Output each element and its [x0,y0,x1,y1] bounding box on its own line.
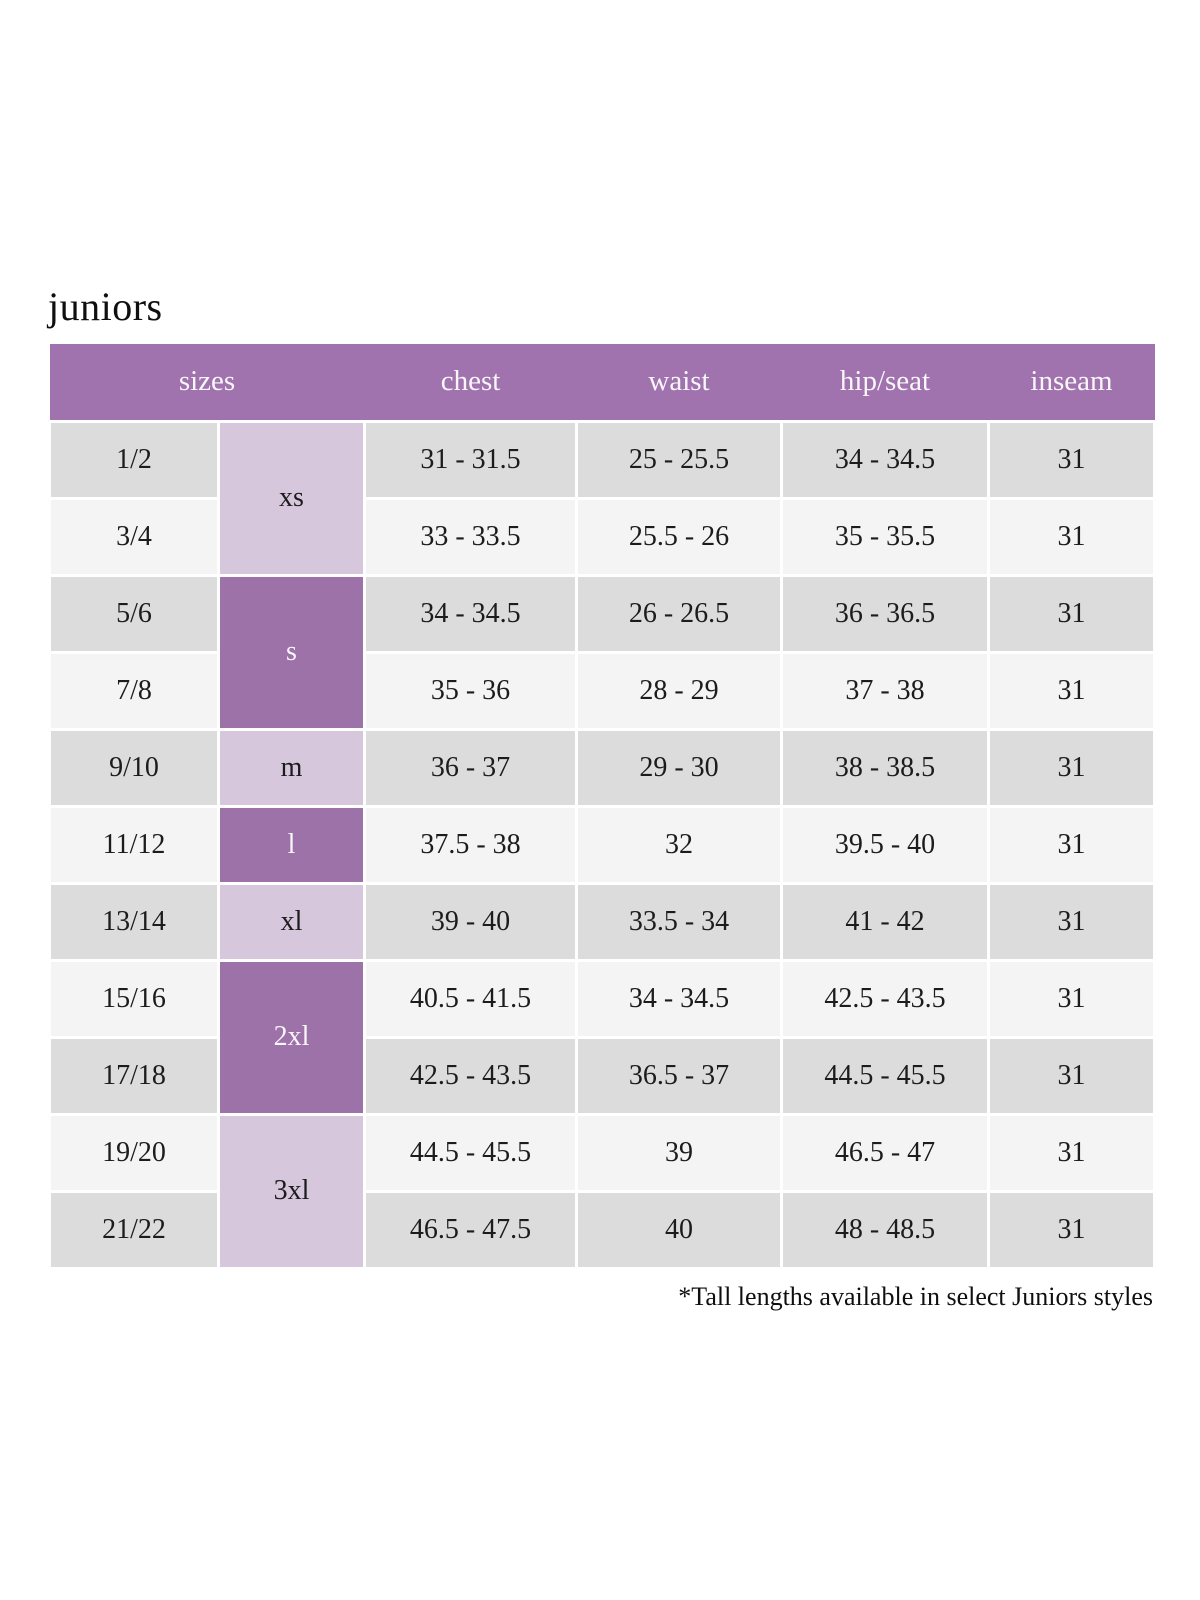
hip-seat-cell: 42.5 - 43.5 [780,958,990,1039]
inseam-cell: 31 [987,1189,1156,1270]
chest-cell: 46.5 - 47.5 [363,1189,578,1270]
table-row: 21/22 46.5 - 47.5 40 48 - 48.5 31 [48,1189,1156,1270]
hip-seat-cell: 44.5 - 45.5 [780,1035,990,1116]
juniors-size-table: sizes chest waist hip/seat inseam 1/2 xs… [48,344,1156,1270]
table-body: 1/2 xs 31 - 31.5 25 - 25.5 34 - 34.5 31 … [48,419,1156,1270]
col-header-hip-seat: hip/seat [781,344,989,421]
table-row: 19/20 3xl 44.5 - 45.5 39 46.5 - 47 31 [48,1112,1156,1270]
inseam-cell: 31 [987,419,1156,500]
tall-lengths-footnote: *Tall lengths available in select Junior… [678,1281,1153,1311]
inseam-cell: 31 [987,1035,1156,1116]
size-cell: 11/12 [48,804,220,885]
table-header: sizes chest waist hip/seat inseam [49,344,1155,421]
inseam-cell: 31 [987,727,1156,808]
waist-cell: 36.5 - 37 [575,1035,783,1116]
size-group-cell-xl: xl [217,881,366,962]
size-cell: 5/6 [48,573,220,654]
hip-seat-cell: 35 - 35.5 [780,496,990,577]
size-group-cell-s: s [217,573,366,731]
hip-seat-cell: 48 - 48.5 [780,1189,990,1270]
hip-seat-cell: 41 - 42 [780,881,990,962]
size-group-cell-l: l [217,804,366,885]
waist-cell: 32 [575,804,783,885]
size-cell: 21/22 [48,1189,220,1270]
chest-cell: 37.5 - 38 [363,804,578,885]
inseam-cell: 31 [987,496,1156,577]
size-cell: 15/16 [48,958,220,1039]
col-header-waist: waist [576,344,782,421]
col-header-inseam: inseam [988,344,1155,421]
table-row: 5/6 s 34 - 34.5 26 - 26.5 36 - 36.5 31 [48,573,1156,731]
table-row: 9/10 m 36 - 37 29 - 30 38 - 38.5 31 [48,727,1156,808]
inseam-cell: 31 [987,573,1156,654]
table-row: 11/12 l 37.5 - 38 32 39.5 - 40 31 [48,804,1156,885]
size-cell: 7/8 [48,650,220,731]
waist-cell: 29 - 30 [575,727,783,808]
hip-seat-cell: 36 - 36.5 [780,573,990,654]
size-group-cell-xs: xs [217,419,366,577]
chest-cell: 36 - 37 [363,727,578,808]
col-header-sizes: sizes [49,344,365,421]
chest-cell: 42.5 - 43.5 [363,1035,578,1116]
chest-cell: 39 - 40 [363,881,578,962]
size-cell: 19/20 [48,1112,220,1193]
size-group-cell-m: m [217,727,366,808]
table-row: 3/4 33 - 33.5 25.5 - 26 35 - 35.5 31 [48,496,1156,577]
size-cell: 9/10 [48,727,220,808]
waist-cell: 25.5 - 26 [575,496,783,577]
hip-seat-cell: 46.5 - 47 [780,1112,990,1193]
chest-cell: 44.5 - 45.5 [363,1112,578,1193]
hip-seat-cell: 39.5 - 40 [780,804,990,885]
table-row: 13/14 xl 39 - 40 33.5 - 34 41 - 42 31 [48,881,1156,962]
hip-seat-cell: 38 - 38.5 [780,727,990,808]
chest-cell: 35 - 36 [363,650,578,731]
waist-cell: 40 [575,1189,783,1270]
table-row: 15/16 2xl 40.5 - 41.5 34 - 34.5 42.5 - 4… [48,958,1156,1116]
chest-cell: 33 - 33.5 [363,496,578,577]
size-chart-content: juniors sizes chest waist hip/seat insea… [48,284,1156,1312]
waist-cell: 28 - 29 [575,650,783,731]
inseam-cell: 31 [987,804,1156,885]
chest-cell: 34 - 34.5 [363,573,578,654]
col-header-chest: chest [364,344,577,421]
waist-cell: 25 - 25.5 [575,419,783,500]
waist-cell: 26 - 26.5 [575,573,783,654]
table-row: 1/2 xs 31 - 31.5 25 - 25.5 34 - 34.5 31 [48,419,1156,577]
chest-cell: 40.5 - 41.5 [363,958,578,1039]
header-row: sizes chest waist hip/seat inseam [49,344,1155,421]
waist-cell: 34 - 34.5 [575,958,783,1039]
inseam-cell: 31 [987,881,1156,962]
inseam-cell: 31 [987,958,1156,1039]
page-title: juniors [48,284,163,329]
size-cell: 17/18 [48,1035,220,1116]
size-cell: 3/4 [48,496,220,577]
inseam-cell: 31 [987,650,1156,731]
chest-cell: 31 - 31.5 [363,419,578,500]
inseam-cell: 31 [987,1112,1156,1193]
table-row: 17/18 42.5 - 43.5 36.5 - 37 44.5 - 45.5 … [48,1035,1156,1116]
hip-seat-cell: 34 - 34.5 [780,419,990,500]
size-group-cell-3xl: 3xl [217,1112,366,1270]
size-cell: 13/14 [48,881,220,962]
size-group-cell-2xl: 2xl [217,958,366,1116]
size-cell: 1/2 [48,419,220,500]
hip-seat-cell: 37 - 38 [780,650,990,731]
table-row: 7/8 35 - 36 28 - 29 37 - 38 31 [48,650,1156,731]
waist-cell: 39 [575,1112,783,1193]
waist-cell: 33.5 - 34 [575,881,783,962]
